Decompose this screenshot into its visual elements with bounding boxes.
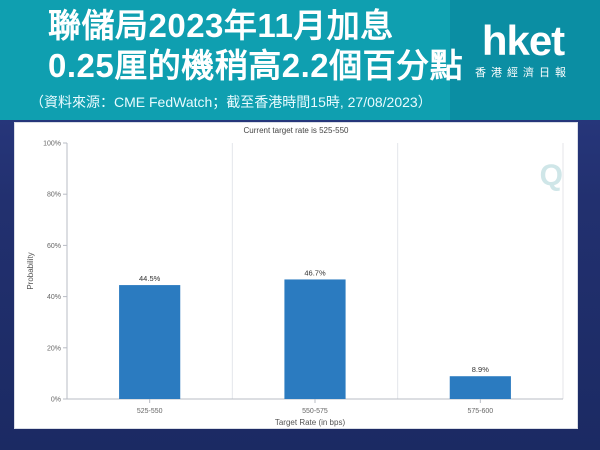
y-tick-label: 40%	[47, 294, 61, 301]
y-axis-label: Probability	[26, 252, 35, 289]
title-line-2: 0.25厘的機稍高2.2個百分點	[48, 47, 464, 84]
data-label: 44.5%	[139, 274, 161, 283]
bars	[119, 279, 511, 399]
watermark-logo: Q	[539, 159, 563, 192]
data-label: 8.9%	[472, 365, 489, 374]
brand-logo: hket 香港經濟日報	[468, 20, 578, 80]
brand-tagline: 香港經濟日報	[475, 67, 571, 79]
x-tick-label: 550-575	[302, 408, 328, 415]
y-tick-label: 20%	[47, 345, 61, 352]
page-title: 聯儲局2023年11月加息 0.25厘的機稍高2.2個百分點	[48, 6, 463, 86]
y-tick-label: 60%	[47, 243, 61, 250]
bar	[449, 376, 511, 399]
banner-brand-area	[450, 0, 600, 120]
bar	[119, 285, 181, 399]
bar-chart: Current target rate is 525-550 0% 20% 40% 6…	[26, 126, 564, 427]
source-note: （資料來源：CME FedWatch；截至香港時間15時, 27/08/2023…	[30, 94, 432, 110]
y-tick-label: 0%	[51, 397, 61, 404]
x-tick-label: 575-600	[467, 408, 493, 415]
title-banner: 聯儲局2023年11月加息 0.25厘的機稍高2.2個百分點 （資料來源：CME…	[0, 0, 600, 120]
chart-panel: Current target rate is 525-550 0% 20% 40% 6…	[14, 122, 578, 429]
data-labels: 44.5% 46.7% 8.9%	[139, 268, 489, 374]
x-axis-label: Target Rate (in bps)	[275, 418, 346, 427]
y-tick-label: 100%	[43, 141, 61, 148]
chart-title: Current target rate is 525-550	[244, 126, 349, 135]
title-line-1: 聯儲局2023年11月加息	[48, 7, 394, 44]
y-tick-label: 80%	[47, 192, 61, 199]
data-label: 46.7%	[304, 268, 326, 277]
brand-name: hket	[481, 17, 565, 64]
x-tick-label: 525-550	[137, 408, 163, 415]
bar	[284, 279, 346, 399]
